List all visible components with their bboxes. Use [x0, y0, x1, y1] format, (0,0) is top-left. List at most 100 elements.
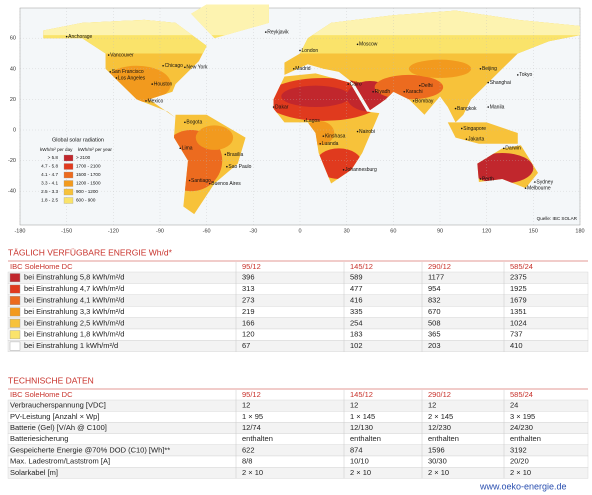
city-dot [418, 84, 421, 87]
city-dot [115, 77, 118, 79]
legend-swatch [63, 163, 74, 170]
lon-label: 90 [437, 228, 443, 234]
table-header: IBC SoleHome DC [10, 390, 73, 399]
row-swatch [9, 341, 21, 351]
cell: 3192 [510, 445, 527, 454]
footer-url: www.oeko-energie.de [479, 481, 567, 491]
city-dot [516, 74, 519, 76]
city-dot [292, 68, 295, 70]
city-dot [479, 178, 482, 180]
cell: 30/30 [428, 457, 447, 466]
row-label: bei Einstrahlung 2,5 kWh/m²/d [24, 318, 124, 327]
city-label: Cairo [350, 81, 362, 87]
city-label: Buenos Aires [211, 181, 241, 187]
lat-label: -40 [8, 189, 16, 195]
city-label: Bangkok [457, 106, 477, 112]
cell: 1 × 95 [242, 412, 263, 421]
city-label: Bogota [186, 120, 202, 126]
cell: 183 [350, 330, 363, 339]
table-row [7, 340, 589, 352]
table-header: 95/12 [242, 390, 261, 399]
lat-label: -20 [8, 158, 16, 164]
city-dot [342, 168, 345, 171]
row-swatch [9, 318, 21, 328]
cell: 273 [242, 295, 255, 304]
legend-year: 600 - 900 [76, 198, 96, 203]
row-label: bei Einstrahlung 5,8 kWh/m²/d [24, 273, 124, 282]
lat-label: 40 [10, 66, 16, 72]
city-dot [319, 142, 322, 145]
legend-title: Global solar radiation [52, 137, 104, 143]
cell: 20/20 [510, 457, 529, 466]
city-label: London [302, 48, 319, 54]
cell: 365 [428, 330, 441, 339]
city-dot [151, 83, 154, 85]
lat-label: 60 [10, 36, 16, 42]
city-label: Lagos [306, 118, 320, 124]
city-dot [502, 147, 505, 150]
city-label: Madrid [295, 66, 311, 72]
row-label: Solarkabel [m] [10, 468, 58, 477]
city-dot [412, 100, 415, 102]
city-dot [264, 31, 267, 33]
lon-label: 180 [575, 228, 584, 234]
cell: 1596 [428, 445, 445, 454]
row-label: bei Einstrahlung 3,3 kWh/m²/d [24, 307, 124, 316]
cell: 120 [242, 330, 255, 339]
city-label: Perth [482, 176, 494, 182]
row-label: Verbraucherspannung [VDC] [10, 401, 106, 410]
legend-swatch [63, 197, 74, 204]
city-label: Beijing [482, 66, 497, 72]
legend-col: kWh/m² per year [78, 147, 112, 152]
cell: 589 [350, 273, 363, 282]
cell: enthalten [428, 434, 459, 443]
city-dot [534, 181, 536, 183]
legend-col: kWh/m² per day [40, 147, 73, 152]
table-title: TECHNISCHE DATEN [8, 375, 94, 385]
city-dot [454, 107, 457, 110]
lon-label: -30 [249, 228, 257, 234]
cell: 67 [242, 341, 250, 350]
cell: 954 [428, 284, 441, 293]
city-dot [347, 83, 350, 85]
city-label: Manila [490, 104, 505, 110]
cell: enthalten [242, 434, 273, 443]
cell: 416 [350, 295, 363, 304]
cell: 219 [242, 307, 255, 316]
lat-label: 20 [10, 97, 16, 103]
city-dot [226, 165, 228, 168]
city-dot [109, 71, 112, 73]
cell: 24/230 [510, 423, 533, 432]
legend-day: 2.5 - 3.3 [41, 189, 58, 194]
table-header: 585/24 [510, 262, 533, 271]
table-row [7, 467, 589, 479]
city-dot [184, 121, 186, 124]
city-label: Kinshasa [325, 133, 346, 139]
cell: 1351 [510, 307, 527, 316]
city-dot [299, 49, 301, 52]
city-dot [487, 106, 490, 108]
lon-label: -60 [203, 228, 211, 234]
lat-label: 0 [13, 127, 16, 133]
city-label: New York [186, 65, 208, 71]
cell: 1 × 145 [350, 412, 375, 421]
table-header: 145/12 [350, 262, 373, 271]
cell: 1177 [428, 273, 444, 282]
legend-swatch [63, 171, 74, 179]
lon-label: -120 [108, 228, 119, 234]
cell: 12 [350, 401, 358, 410]
city-label: Santiago [191, 178, 211, 184]
row-label: Max. Ladestrom/Laststrom [A] [10, 457, 110, 466]
cell: 2 × 10 [242, 468, 263, 477]
city-dot [162, 64, 164, 67]
legend-day: 4.7 - 5.8 [41, 164, 58, 169]
city-label: Chicago [165, 63, 184, 69]
cell: 1024 [510, 318, 527, 327]
cell: 2 × 10 [510, 468, 531, 477]
lon-label: 60 [390, 228, 396, 234]
cell: 2 × 145 [428, 412, 453, 421]
city-dot [479, 68, 482, 70]
city-label: Anchorage [68, 34, 92, 40]
cell: 2 × 10 [428, 468, 449, 477]
cell: 874 [350, 445, 363, 454]
